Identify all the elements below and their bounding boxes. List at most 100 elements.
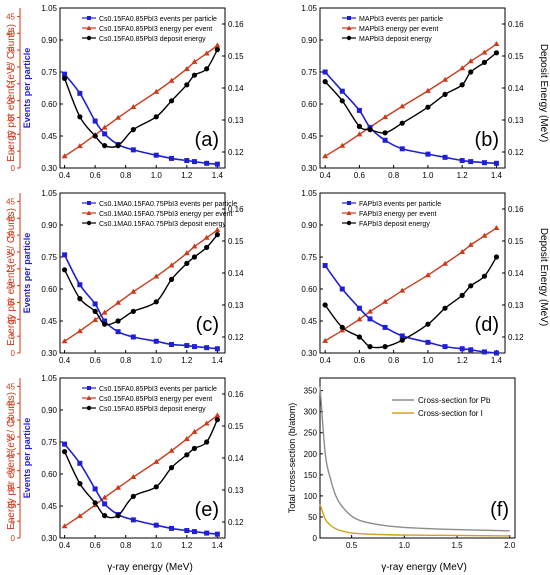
deposit-energy-point [92, 308, 98, 314]
x-tick-label: 1.2 [457, 171, 469, 180]
events-per-particle-point [399, 146, 405, 152]
deposit-tick-label: 0.12 [228, 518, 244, 527]
panel-label: (f) [490, 499, 509, 521]
events-per-particle-point [459, 158, 465, 164]
events-per-particle-point [130, 517, 136, 523]
legend-label: Cs0.15FA0.85PbI3 energy per event [99, 26, 212, 33]
events-per-particle-point [92, 118, 98, 124]
energy-per-event-point [191, 58, 198, 64]
y-axis-label: Total cross-section (b/atom) [287, 403, 297, 514]
energy-tick-label: 0 [11, 164, 16, 173]
x-tick-label: 1.5 [451, 541, 463, 550]
events-per-particle-point [322, 69, 328, 75]
events-tick-label: 0.30 [301, 349, 317, 358]
x-tick-label: 1.2 [181, 171, 193, 180]
x-tick-label: 0.4 [59, 541, 71, 550]
events-tick-label: 0.90 [41, 36, 57, 45]
panel-label: (d) [475, 314, 499, 336]
energy-per-event-point [493, 225, 500, 231]
events-per-particle-point [62, 252, 68, 258]
energy-per-event-point [183, 65, 190, 71]
events-per-particle-point [382, 324, 388, 330]
events-per-particle-line [63, 254, 218, 350]
legend-swatch-marker [86, 35, 92, 41]
energy-per-event-point [168, 262, 175, 268]
events-per-particle-point [115, 329, 121, 335]
events-per-particle-point [92, 301, 98, 307]
y-tick-label: 250 [304, 429, 318, 438]
deposit-tick-label: 0.13 [508, 116, 524, 125]
legend-swatch-marker [346, 35, 352, 41]
deposit-energy-point [367, 127, 373, 133]
x-tick-label: 0.6 [90, 541, 102, 550]
x-tick-label: 1.0 [151, 356, 163, 365]
energy-per-event-point [322, 337, 329, 343]
legend-label: MAPbI3 events per particle [359, 16, 443, 23]
y-tick-label: 200 [304, 450, 318, 459]
deposit-tick-label: 0.16 [508, 205, 524, 214]
legend-label: MAPbI3 energy per event [359, 26, 438, 33]
deposit-energy-point [322, 79, 328, 85]
legend-label: FAPbI3 deposit energy [359, 221, 430, 228]
legend-label: MAPbI3 deposit energy [359, 36, 432, 43]
events-per-particle-point [481, 349, 487, 355]
x-tick-label: 0.8 [120, 171, 132, 180]
events-tick-label: 0.90 [41, 406, 57, 415]
energy-per-event-point [481, 49, 488, 55]
events-per-particle-point [130, 147, 136, 153]
events-per-particle-point [425, 151, 431, 157]
energy-per-event-point [467, 58, 474, 64]
events-tick-label: 1.05 [41, 4, 57, 13]
plot-frame [319, 377, 516, 539]
legend-swatch-marker [346, 25, 352, 30]
deposit-tick-label: 0.12 [228, 148, 244, 157]
energy-per-event-point [191, 428, 198, 434]
legend-label: Cs0.15FA0.85PbI3 events per particle [99, 16, 217, 23]
events-tick-label: 0.75 [41, 253, 57, 262]
energy-tick-label: 35 [6, 231, 15, 240]
deposit-energy-point [399, 337, 405, 343]
events-per-particle-point [442, 154, 448, 160]
events-tick-label: 0.60 [301, 100, 317, 109]
energy-per-event-point [367, 308, 374, 314]
legend-swatch-marker [86, 210, 92, 215]
energy-per-event-point [467, 241, 474, 247]
deposit-energy-point [92, 500, 98, 506]
deposit-energy-point [493, 254, 500, 260]
y-tick-label: 300 [304, 408, 318, 417]
events-tick-label: 0.90 [301, 221, 317, 230]
deposit-tick-label: 0.13 [228, 301, 244, 310]
events-per-particle-point [169, 525, 175, 531]
events-tick-label: 0.30 [41, 534, 57, 543]
deposit-energy-point [459, 292, 465, 298]
legend-label: Cs0.1MA0.15FA0.75PbI3 deposit energy [99, 221, 226, 228]
deposit-energy-point [184, 452, 190, 458]
legend-swatch-marker [86, 220, 92, 226]
x-tick-label: 0.4 [59, 171, 71, 180]
deposit-energy-point [214, 232, 220, 238]
energy-per-event-point [203, 50, 210, 56]
deposit-energy-point [493, 50, 500, 56]
deposit-energy-point [339, 324, 345, 330]
legend-swatch-marker [87, 386, 91, 390]
deposit-energy-point [102, 143, 108, 149]
energy-tick-label: 40 [6, 214, 15, 223]
energy-tick-label: 0 [11, 534, 16, 543]
events-per-particle-point [62, 441, 68, 447]
energy-tick-label: 20 [6, 282, 15, 291]
energy-tick-label: 15 [6, 483, 15, 492]
x-tick-label: 0.4 [320, 356, 332, 365]
events-per-particle-point [130, 334, 136, 340]
deposit-energy-point [204, 66, 210, 72]
x-tick-label: 0.6 [90, 356, 102, 365]
i-cross-section-line [319, 504, 510, 537]
deposit-energy-point [130, 493, 136, 499]
events-tick-label: 0.60 [41, 285, 57, 294]
x-tick-label: 0.5 [346, 541, 358, 550]
x-tick-label: 1.4 [212, 171, 224, 180]
deposit-energy-line [324, 52, 497, 134]
energy-per-event-point [493, 41, 500, 47]
events-per-particle-point [191, 529, 197, 535]
x-tick-label: 1.0 [399, 541, 411, 550]
deposit-energy-point [115, 143, 121, 149]
